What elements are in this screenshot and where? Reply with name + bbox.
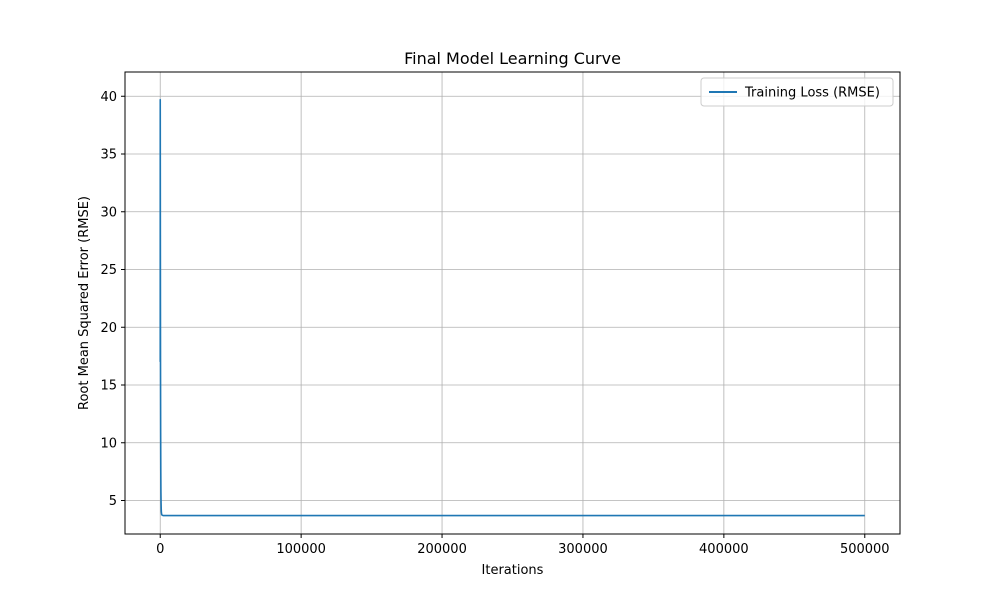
chart-title: Final Model Learning Curve <box>404 49 621 68</box>
y-tick-label: 10 <box>100 436 117 451</box>
y-tick-label: 15 <box>100 379 117 394</box>
y-tick-label: 25 <box>100 263 117 278</box>
series-lines <box>159 98 865 517</box>
y-tick-label: 35 <box>100 148 117 163</box>
legend-label-training-loss: Training Loss (RMSE) <box>744 86 880 101</box>
y-tick-label: 5 <box>109 494 117 509</box>
x-tick-label: 300000 <box>558 542 608 557</box>
x-tick-label: 100000 <box>276 542 326 557</box>
y-tick-label: 20 <box>100 321 117 336</box>
x-axis-label: Iterations <box>482 563 544 578</box>
x-tick-label: 200000 <box>417 542 467 557</box>
y-tick-label: 30 <box>100 205 117 220</box>
legend: Training Loss (RMSE) <box>700 77 894 107</box>
series-line-0 <box>159 98 865 517</box>
x-tick-label: 500000 <box>840 542 890 557</box>
legend-box <box>700 77 894 107</box>
x-tick-label: 0 <box>156 542 164 557</box>
y-axis-label: Root Mean Squared Error (RMSE) <box>77 196 92 410</box>
plot-frame <box>124 71 901 535</box>
axis-ticks: 0 100000 200000 300000 400000 500000 5 10 15 20 25… <box>100 90 889 557</box>
grid-lines <box>125 72 900 534</box>
x-tick-label: 400000 <box>699 542 749 557</box>
y-tick-label: 40 <box>100 90 117 105</box>
